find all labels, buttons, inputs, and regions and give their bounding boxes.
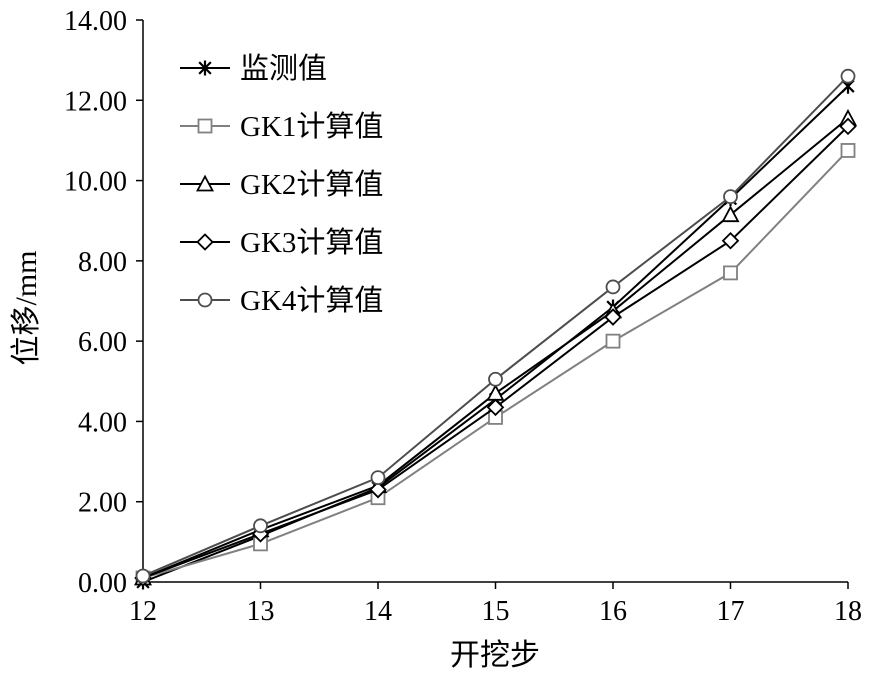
legend-label: GK4计算值 [240, 284, 383, 317]
series-line [142, 85, 849, 583]
data-point [605, 333, 621, 349]
x-tick-label: 17 [717, 596, 745, 627]
y-tick-label: 6.00 [78, 327, 127, 358]
legend-entry: 监测值 [180, 52, 327, 85]
x-tick-label: 12 [129, 596, 157, 627]
y-tick-label: 0.00 [78, 568, 127, 599]
legend-marker [197, 118, 213, 134]
data-point [486, 383, 505, 401]
y-tick-label: 10.00 [64, 167, 127, 198]
series-line [142, 149, 849, 579]
data-point [721, 232, 740, 250]
data-point [488, 371, 503, 387]
x-tick-label: 15 [482, 596, 510, 627]
data-point [839, 117, 857, 136]
legend: 监测值 GK1计算值 GK2计算值 GK3计算值 GK4计算值 [180, 52, 383, 317]
y-axis-label: 位移/mm [10, 250, 43, 365]
legend-marker [198, 60, 212, 76]
x-axis-label: 开挖步 [450, 639, 540, 672]
data-point [605, 279, 621, 295]
series-line [142, 75, 849, 577]
y-tick-label: 14.00 [64, 6, 127, 37]
y-tick-label: 8.00 [78, 247, 127, 278]
data-point [135, 568, 151, 584]
x-tick-label: 14 [364, 596, 392, 627]
series-2 [135, 143, 856, 586]
x-tick-label: 16 [599, 596, 627, 627]
legend-label: GK1计算值 [240, 110, 383, 143]
y-tick-label: 4.00 [78, 407, 127, 438]
data-point [840, 68, 856, 84]
x-tick-label: 13 [247, 596, 275, 627]
legend-entry: GK4计算值 [180, 284, 383, 317]
legend-marker [196, 233, 214, 251]
series-4 [134, 117, 857, 587]
y-tick-label: 12.00 [64, 86, 127, 117]
legend-entry: GK1计算值 [180, 110, 383, 143]
legend-entry: GK3计算值 [180, 226, 383, 259]
legend-label: GK3计算值 [240, 226, 383, 259]
legend-marker [195, 174, 215, 192]
data-point [721, 205, 740, 223]
data-point [370, 470, 386, 486]
data-point [723, 189, 738, 205]
legend-label: GK2计算值 [240, 168, 383, 201]
series-layer [133, 68, 858, 590]
data-point [253, 518, 268, 534]
data-point [486, 398, 505, 417]
series-5 [135, 68, 856, 584]
legend-entry: GK2计算值 [180, 168, 383, 201]
legend-label: 监测值 [240, 52, 327, 85]
data-point [369, 480, 387, 499]
x-tick-label: 18 [834, 596, 862, 627]
series-1 [136, 78, 855, 590]
data-point [604, 308, 622, 326]
y-tick-label: 2.00 [78, 488, 127, 519]
axes: 0.00 2.00 4.00 6.00 8.00 10.00 12.00 14.00 12 13 1… [64, 6, 862, 627]
data-point [840, 143, 856, 158]
data-point [723, 265, 738, 281]
legend-marker [197, 292, 213, 308]
